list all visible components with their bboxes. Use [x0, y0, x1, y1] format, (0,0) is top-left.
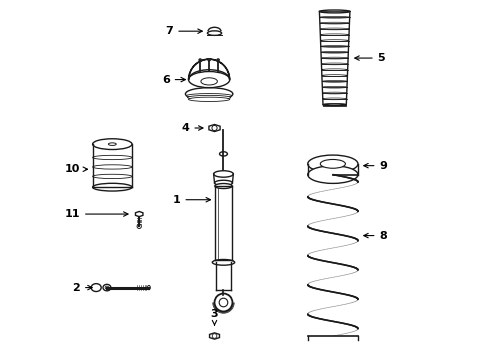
Ellipse shape — [108, 143, 116, 145]
Text: 2: 2 — [73, 283, 92, 293]
Text: 4: 4 — [181, 123, 203, 133]
Ellipse shape — [215, 184, 232, 189]
Ellipse shape — [215, 180, 232, 186]
Ellipse shape — [187, 94, 232, 98]
Ellipse shape — [212, 260, 235, 265]
Ellipse shape — [217, 59, 220, 61]
Circle shape — [137, 224, 141, 229]
Ellipse shape — [199, 59, 201, 61]
Text: 8: 8 — [364, 231, 387, 240]
Text: 7: 7 — [166, 26, 202, 36]
Text: 9: 9 — [364, 161, 388, 171]
Ellipse shape — [103, 284, 111, 291]
Text: 6: 6 — [162, 75, 185, 85]
Ellipse shape — [308, 166, 358, 183]
Ellipse shape — [323, 104, 346, 105]
Ellipse shape — [214, 171, 233, 177]
Ellipse shape — [189, 72, 230, 87]
Wedge shape — [189, 59, 230, 80]
Ellipse shape — [91, 284, 101, 292]
Circle shape — [212, 334, 217, 338]
Text: 1: 1 — [172, 195, 211, 205]
Ellipse shape — [208, 59, 210, 61]
Text: 3: 3 — [211, 310, 219, 325]
Ellipse shape — [207, 31, 221, 35]
Ellipse shape — [105, 286, 109, 289]
Ellipse shape — [189, 97, 230, 102]
Ellipse shape — [319, 10, 350, 13]
Ellipse shape — [147, 285, 150, 290]
Ellipse shape — [185, 87, 233, 100]
Circle shape — [215, 293, 232, 311]
Text: 5: 5 — [355, 53, 385, 63]
Ellipse shape — [308, 155, 358, 173]
Ellipse shape — [320, 159, 345, 168]
Polygon shape — [135, 211, 143, 217]
Circle shape — [212, 125, 217, 131]
Polygon shape — [210, 333, 220, 339]
Polygon shape — [209, 125, 220, 131]
Ellipse shape — [93, 139, 132, 149]
Ellipse shape — [93, 183, 132, 191]
Ellipse shape — [220, 152, 227, 156]
Ellipse shape — [188, 95, 231, 100]
Text: 11: 11 — [65, 209, 128, 219]
Text: 10: 10 — [65, 164, 88, 174]
